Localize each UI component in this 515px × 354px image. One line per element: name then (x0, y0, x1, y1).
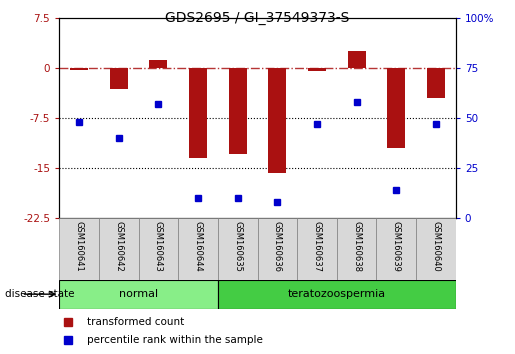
Bar (149, 60, 167, 68)
Bar (218, 280, 456, 309)
Bar (337, 218, 376, 280)
Bar (218, 218, 258, 280)
Text: percentile rank within the sample: percentile rank within the sample (87, 335, 263, 345)
Bar (308, 68, 326, 71)
Bar (416, 218, 456, 280)
Text: disease state: disease state (5, 289, 75, 299)
Text: GSM160640: GSM160640 (432, 221, 440, 272)
Bar (59, 280, 218, 309)
Text: GDS2695 / GI_37549373-S: GDS2695 / GI_37549373-S (165, 11, 350, 25)
Text: GSM160638: GSM160638 (352, 221, 361, 272)
Text: teratozoospermia: teratozoospermia (288, 289, 386, 299)
Text: GSM160639: GSM160639 (392, 221, 401, 272)
Bar (376, 218, 416, 280)
Bar (59, 218, 99, 280)
Bar (348, 51, 366, 68)
Text: GSM160641: GSM160641 (75, 221, 83, 272)
Text: GSM160636: GSM160636 (273, 221, 282, 272)
Bar (297, 218, 337, 280)
Bar (427, 68, 445, 98)
Bar (110, 68, 128, 89)
Text: GSM160642: GSM160642 (114, 221, 123, 272)
Bar (139, 218, 178, 280)
Bar (229, 68, 247, 154)
Text: GSM160637: GSM160637 (313, 221, 321, 272)
Bar (70, 68, 88, 70)
Text: GSM160644: GSM160644 (194, 221, 202, 272)
Bar (387, 68, 405, 148)
Bar (178, 218, 218, 280)
Bar (99, 218, 139, 280)
Bar (258, 218, 297, 280)
Text: GSM160635: GSM160635 (233, 221, 242, 272)
Bar (268, 68, 286, 173)
Bar (189, 68, 207, 158)
Text: transformed count: transformed count (87, 316, 184, 326)
Text: GSM160643: GSM160643 (154, 221, 163, 272)
Text: normal: normal (119, 289, 158, 299)
